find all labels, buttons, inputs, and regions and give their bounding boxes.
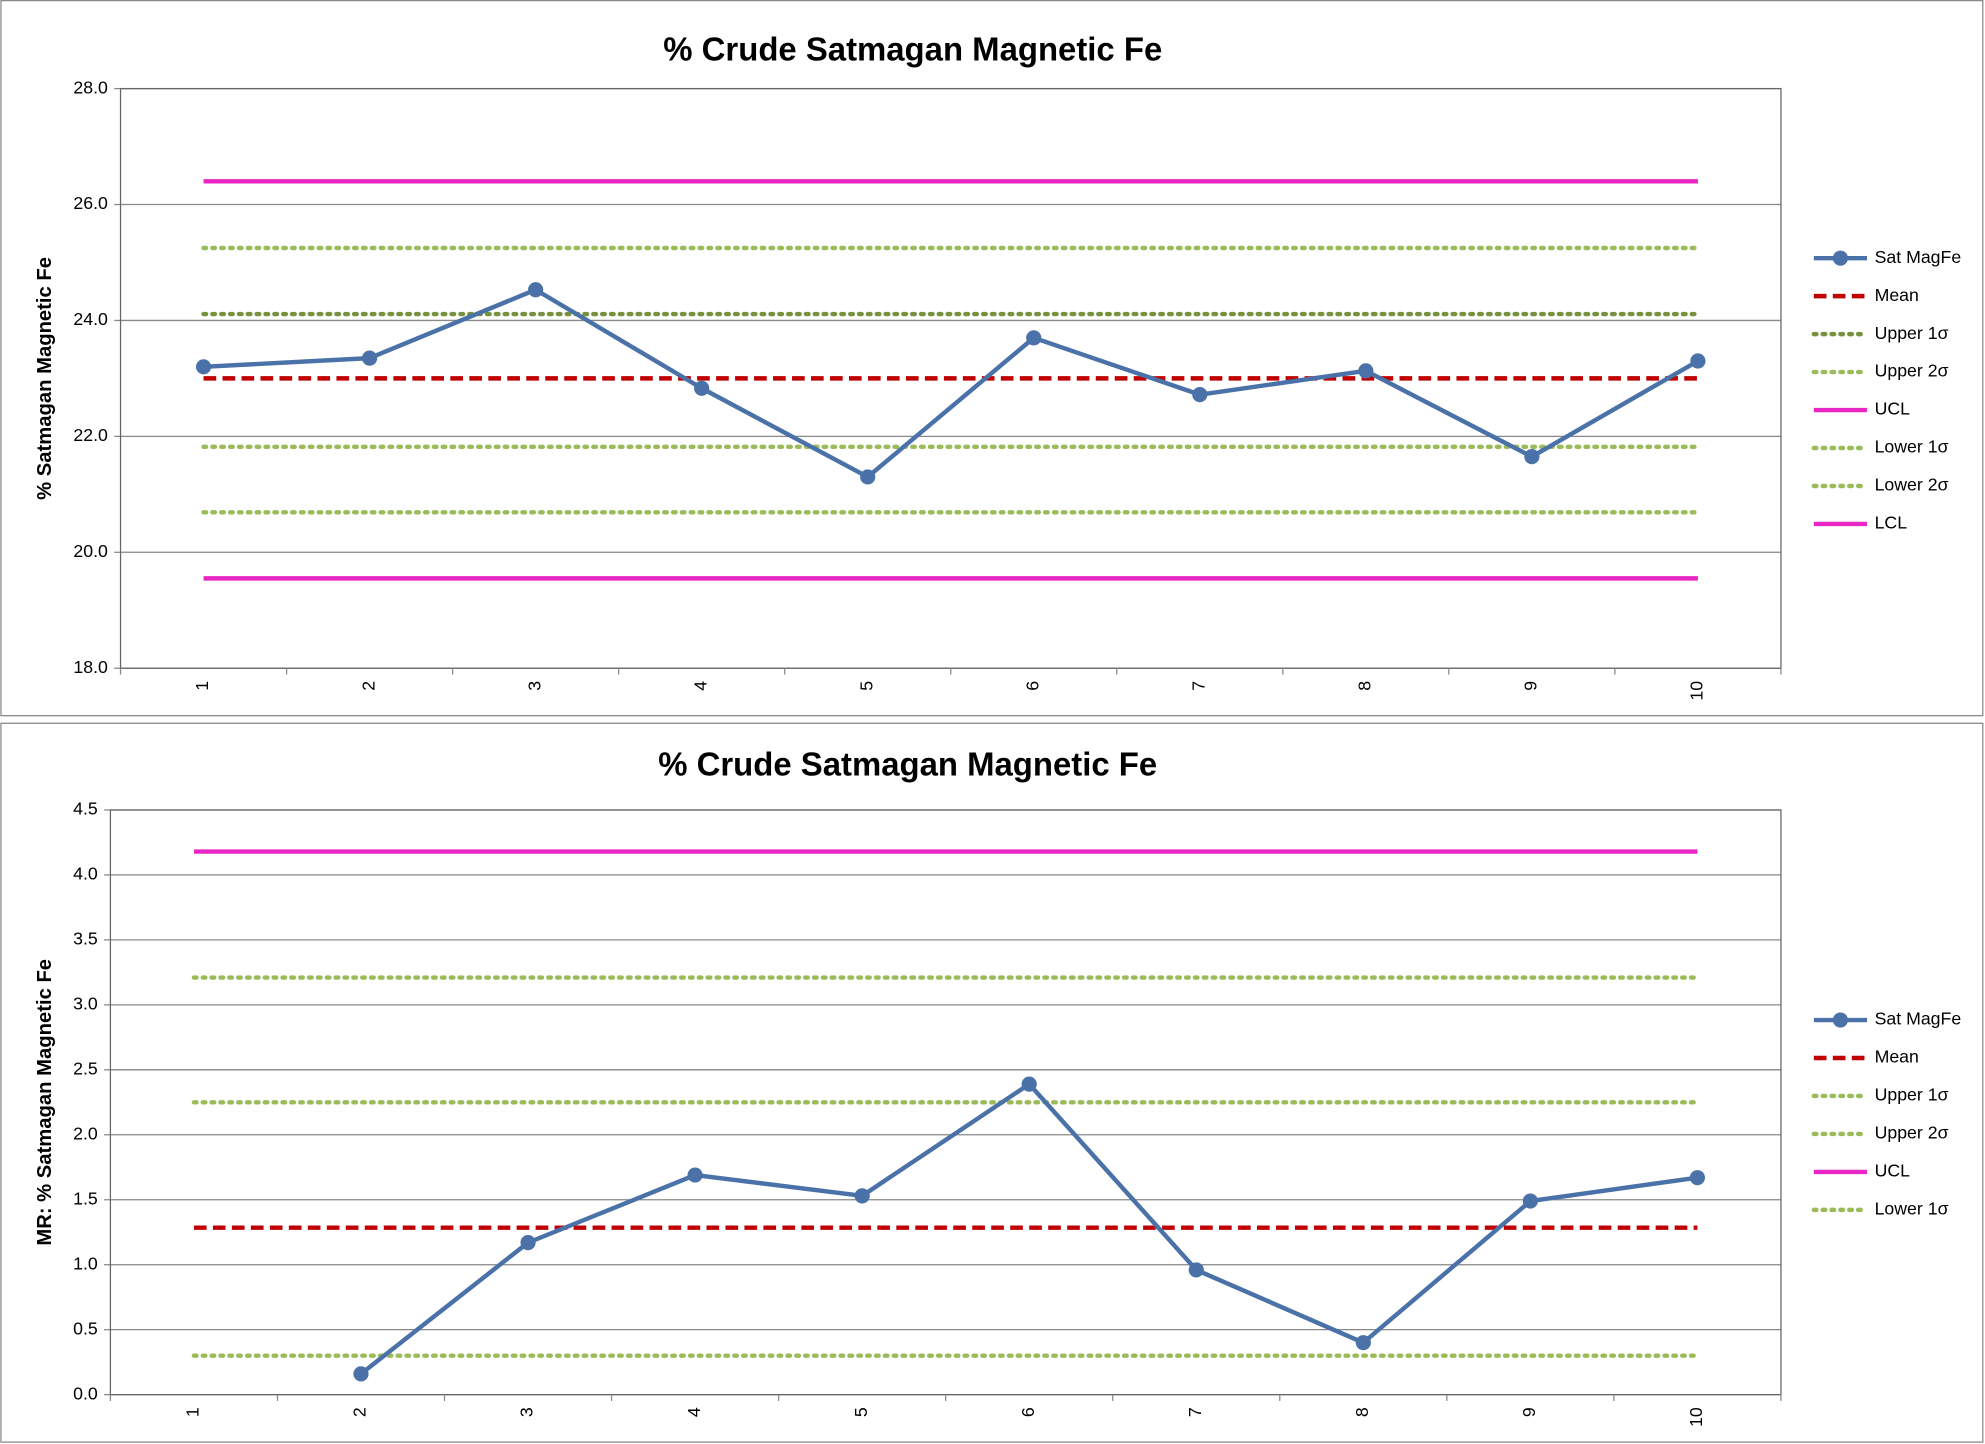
x-tick-label: 6: [1022, 681, 1042, 691]
data-point: [860, 469, 876, 485]
x-tick-label: 7: [1185, 1407, 1205, 1417]
data-point: [854, 1188, 870, 1204]
x-tick-label: 9: [1519, 1407, 1539, 1417]
data-point: [195, 359, 212, 375]
x-tick-label: 2: [350, 1407, 370, 1417]
x-tick-label: 9: [1521, 681, 1541, 691]
legend-label: Upper 2σ: [1875, 361, 1949, 381]
y-tick-label: 2.0: [73, 1123, 98, 1143]
legend-label: LCL: [1875, 513, 1908, 533]
legend-label: UCL: [1875, 399, 1911, 419]
x-tick-label: 3: [524, 681, 544, 691]
legend-label: Upper 1σ: [1875, 323, 1949, 343]
x-tick-label: 8: [1352, 1407, 1372, 1417]
x-tick-label: 4: [684, 1407, 704, 1417]
legend-label: Upper 1σ: [1875, 1085, 1949, 1105]
data-point: [1358, 363, 1374, 379]
y-tick-label: 18.0: [73, 657, 108, 677]
data-point: [1522, 1193, 1538, 1209]
data-point: [520, 1235, 536, 1251]
y-tick-label: 1.0: [73, 1253, 98, 1273]
chart-title: % Crude Satmagan Magnetic Fe: [663, 31, 1162, 68]
x-tick-label: 1: [192, 681, 212, 691]
y-tick-label: 0.5: [73, 1318, 98, 1338]
x-tick-label: 4: [690, 681, 710, 691]
x-tick-label: 10: [1686, 1407, 1706, 1427]
x-tick-label: 3: [517, 1407, 537, 1417]
legend-label: UCL: [1875, 1161, 1911, 1181]
legend-label: Lower 1σ: [1875, 437, 1949, 457]
data-point: [687, 1167, 703, 1183]
x-tick-label: 6: [1018, 1407, 1038, 1417]
legend-label: Sat MagFe: [1875, 247, 1962, 267]
x-tick-label: 5: [851, 1407, 871, 1417]
series-line: [203, 287, 1700, 480]
y-tick-label: 26.0: [73, 193, 108, 213]
chart-frame: [0, 0, 1984, 717]
data-point: [1026, 330, 1042, 346]
chart-frame: [0, 722, 1984, 1443]
y-axis-title: MR: % Satmagan Magnetic Fe: [34, 959, 56, 1246]
data-point: [353, 1366, 369, 1382]
x-tick-label: 2: [358, 681, 378, 691]
y-tick-label: 2.5: [73, 1058, 98, 1078]
legend-label: Mean: [1875, 285, 1919, 305]
data-point: [1690, 353, 1706, 369]
y-tick-label: 24.0: [73, 309, 108, 329]
legend-marker: [1832, 1012, 1849, 1028]
x-tick-label: 10: [1687, 681, 1707, 701]
data-point: [694, 380, 710, 396]
y-tick-label: 0.0: [73, 1383, 98, 1403]
y-tick-label: 4.5: [73, 799, 98, 819]
data-point: [528, 282, 544, 298]
data-point: [1021, 1076, 1037, 1092]
data-point: [361, 350, 378, 366]
y-tick-label: 28.0: [73, 77, 108, 97]
y-tick-label: 22.0: [73, 425, 108, 445]
y-axis-title: % Satmagan Magnetic Fe: [34, 257, 56, 500]
y-tick-label: 20.0: [73, 541, 108, 561]
y-tick-label: 3.5: [73, 929, 98, 949]
legend-label: Sat MagFe: [1875, 1009, 1962, 1029]
chart-title: % Crude Satmagan Magnetic Fe: [658, 746, 1157, 783]
data-point: [1188, 1262, 1204, 1278]
legend-label: Lower 2σ: [1875, 475, 1949, 495]
x-tick-label: 1: [183, 1407, 203, 1417]
data-point: [1524, 449, 1540, 465]
x-tick-label: 7: [1188, 681, 1208, 691]
legend-marker: [1832, 250, 1849, 266]
x-tick-label: 5: [856, 681, 876, 691]
y-tick-label: 4.0: [73, 864, 98, 884]
y-tick-label: 1.5: [73, 1188, 98, 1208]
legend-label: Lower 1σ: [1875, 1199, 1949, 1219]
legend-label: Mean: [1875, 1047, 1919, 1067]
legend-label: Upper 2σ: [1875, 1123, 1949, 1143]
y-tick-label: 3.0: [73, 994, 98, 1014]
data-point: [1192, 387, 1208, 403]
data-point: [1689, 1170, 1706, 1186]
x-tick-label: 8: [1355, 681, 1375, 691]
data-point: [1355, 1335, 1371, 1351]
